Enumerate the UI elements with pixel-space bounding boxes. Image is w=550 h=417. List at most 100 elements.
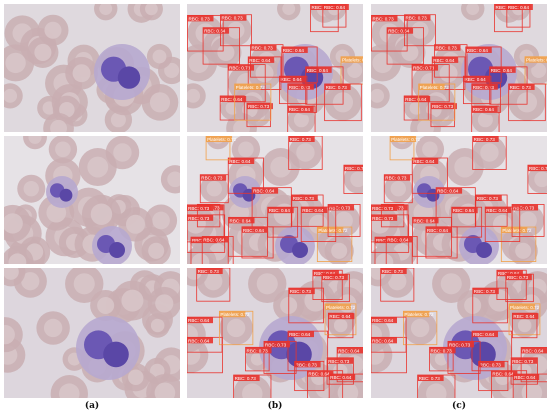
- svg-text:RBC: 0.73: RBC: 0.73: [229, 66, 251, 71]
- svg-text:RBC: 0.64: RBC: 0.64: [473, 332, 495, 337]
- rbc-detection-box: RBC: 0.73: [508, 83, 546, 122]
- rbc-detection-box: RBC: 0.64: [463, 75, 492, 105]
- svg-text:RBC: 0.64: RBC: 0.64: [473, 107, 495, 112]
- svg-text:RBC: 0.64: RBC: 0.64: [188, 318, 210, 323]
- blood-smear-image: RBC: 0.64 RBC: 0.73 RBC: 0.64 RBC: 0.73 Plat…: [371, 136, 547, 264]
- svg-text:RBC: 0.64: RBC: 0.64: [203, 237, 225, 242]
- rbc-detection-box: RBC: 0.73: [380, 268, 415, 302]
- rbc-detection-box: RBC: 0.64: [247, 56, 282, 90]
- rbc-detection-box: RBC: 0.64: [187, 336, 223, 374]
- rbc-detection-box: RBC: 0.64: [512, 373, 547, 398]
- svg-text:Platelets: 0.72: Platelets: 0.72: [404, 312, 434, 317]
- svg-text:RBC: 0.64: RBC: 0.64: [308, 372, 330, 377]
- platelet-detection-box: Platelets: 0.72: [324, 303, 357, 336]
- rbc-detection-box: RBC: 0.64: [251, 187, 292, 228]
- caption-a: (a): [84, 401, 100, 411]
- svg-text:Platelets: 0.72: Platelets: 0.72: [220, 312, 250, 317]
- blood-smear-image: [4, 268, 180, 398]
- rbc-detection-box: RBC: 0.64: [511, 312, 539, 339]
- blood-smear-image: RBC: 0.64 RBC: 0.73 RBC: 0.64 RBC: 0.73 Plat…: [187, 136, 363, 264]
- rbc-detection-box: RBC: 0.73: [288, 136, 323, 170]
- svg-text:RBC: 0.73: RBC: 0.73: [477, 196, 499, 201]
- rbc-detection-box: RBC: 0.64: [431, 56, 466, 90]
- rbc-detection-box: RBC: 0.73: [263, 340, 297, 374]
- svg-text:RBC: 0.73: RBC: 0.73: [296, 362, 318, 367]
- svg-text:RBC: 0.73: RBC: 0.73: [235, 376, 257, 381]
- micrograph-r2-c1: [4, 136, 180, 264]
- platelet-detection-box: Platelets: 0.72: [205, 136, 237, 161]
- rbc-detection-box: RBC: 0.73: [245, 346, 272, 372]
- svg-text:RBC: 0.73: RBC: 0.73: [265, 342, 287, 347]
- rbc-detection-box: RBC: 0.64: [312, 269, 343, 300]
- svg-text:RBC: 0.64: RBC: 0.64: [405, 97, 427, 102]
- rbc-detection-box: RBC: 0.73: [324, 83, 362, 122]
- rbc-detection-box: RBC: 0.73: [429, 346, 456, 372]
- rbc-detection-box: RBC: 0.64: [279, 75, 308, 105]
- svg-text:RBC: 0.73: RBC: 0.73: [480, 362, 502, 367]
- svg-text:RBC: 0.64: RBC: 0.64: [329, 314, 351, 319]
- svg-text:RBC: 0.73: RBC: 0.73: [312, 5, 334, 10]
- micrograph-r2-c3: RBC: 0.64 RBC: 0.73 RBC: 0.64 RBC: 0.73 Plat…: [371, 136, 547, 264]
- svg-text:Platelets: 0.72: Platelets: 0.72: [502, 228, 532, 233]
- svg-text:RBC: 0.73: RBC: 0.73: [372, 16, 394, 21]
- rbc-detection-box: RBC: 0.73: [383, 174, 413, 204]
- svg-text:RBC: 0.64: RBC: 0.64: [338, 348, 360, 353]
- svg-text:RBC: 0.73: RBC: 0.73: [323, 275, 345, 280]
- rbc-detection-box: RBC: 0.64: [281, 46, 318, 83]
- rbc-detection-box: RBC: 0.73: [404, 14, 436, 47]
- svg-text:RBC: 0.64: RBC: 0.64: [289, 332, 311, 337]
- svg-text:RBC: 0.73: RBC: 0.73: [188, 206, 210, 211]
- svg-text:RBC: 0.64: RBC: 0.64: [387, 237, 409, 242]
- svg-text:RBC: 0.64: RBC: 0.64: [414, 218, 436, 223]
- micrograph-r1-c2: RBC: 0.64 RBC: 0.73 RBC: 0.64 RBC: 0.73 Plat…: [187, 4, 363, 132]
- svg-text:Platelets: 0.72: Platelets: 0.72: [420, 85, 450, 90]
- rbc-detection-box: RBC: 0.64: [307, 370, 344, 398]
- rbc-detection-box: RBC: 0.64: [484, 206, 521, 242]
- rbc-detection-box: RBC: 0.64: [300, 206, 337, 242]
- svg-text:RBC: 0.73: RBC: 0.73: [385, 176, 407, 181]
- platelet-detection-box: Platelets: 0.72: [508, 303, 541, 336]
- svg-text:RBC: 0.73: RBC: 0.73: [293, 196, 315, 201]
- svg-text:RBC: 0.73: RBC: 0.73: [329, 205, 351, 210]
- rbc-detection-box: RBC: 0.64: [219, 95, 247, 121]
- rbc-detection-box: RBC: 0.73: [199, 174, 229, 204]
- rbc-detection-box: RBC: 0.73: [327, 204, 361, 237]
- rbc-detection-box: RBC: 0.73: [471, 83, 501, 113]
- svg-text:RBC: 0.64: RBC: 0.64: [302, 208, 324, 213]
- svg-text:RBC: 0.64: RBC: 0.64: [229, 159, 251, 164]
- rbc-detection-box: RBC: 0.64: [336, 347, 363, 383]
- svg-text:RBC: 0.73: RBC: 0.73: [496, 5, 518, 10]
- svg-text:RBC: 0.73: RBC: 0.73: [510, 85, 532, 90]
- svg-text:RBC: 0.64: RBC: 0.64: [433, 58, 455, 63]
- svg-text:RBC: 0.64: RBC: 0.64: [453, 208, 475, 213]
- svg-text:RBC: 0.73: RBC: 0.73: [188, 216, 210, 221]
- rbc-detection-box: RBC: 0.64: [287, 105, 316, 132]
- rbc-detection-box: RBC: 0.64: [403, 95, 431, 121]
- svg-text:Platelets: 0.72: Platelets: 0.72: [236, 85, 266, 90]
- svg-text:RBC: 0.73: RBC: 0.73: [382, 269, 404, 274]
- svg-text:RBC: 0.73: RBC: 0.73: [432, 104, 454, 109]
- svg-text:RBC: 0.73: RBC: 0.73: [512, 359, 534, 364]
- platelet-detection-box: Platelets: 0.72: [500, 226, 537, 262]
- svg-text:RBC: 0.73: RBC: 0.73: [247, 348, 269, 353]
- svg-text:RBC: 0.64: RBC: 0.64: [437, 189, 459, 194]
- rbc-detection-box: RBC: 0.64: [491, 370, 528, 398]
- svg-text:RBC: 0.64: RBC: 0.64: [283, 48, 305, 53]
- svg-text:RBC: 0.64: RBC: 0.64: [269, 208, 291, 213]
- platelet-detection-box: Platelets: 0.72: [418, 83, 456, 121]
- svg-text:RBC: 0.73: RBC: 0.73: [221, 16, 243, 21]
- rbc-detection-box: RBC: 0.73: [343, 164, 363, 194]
- rbc-detection-box: RBC: 0.73: [287, 83, 317, 113]
- svg-text:RBC: 0.64: RBC: 0.64: [372, 318, 394, 323]
- svg-text:RBC: 0.64: RBC: 0.64: [324, 5, 346, 10]
- rbc-detection-box: RBC: 0.64: [371, 316, 407, 353]
- svg-text:RBC: 0.64: RBC: 0.64: [372, 338, 394, 343]
- rbc-detection-box: RBC: 0.73: [527, 164, 547, 194]
- svg-text:RBC: 0.64: RBC: 0.64: [413, 159, 435, 164]
- rbc-detection-box: RBC: 0.73: [505, 273, 534, 303]
- svg-text:Platelets: 0.72: Platelets: 0.72: [318, 228, 348, 233]
